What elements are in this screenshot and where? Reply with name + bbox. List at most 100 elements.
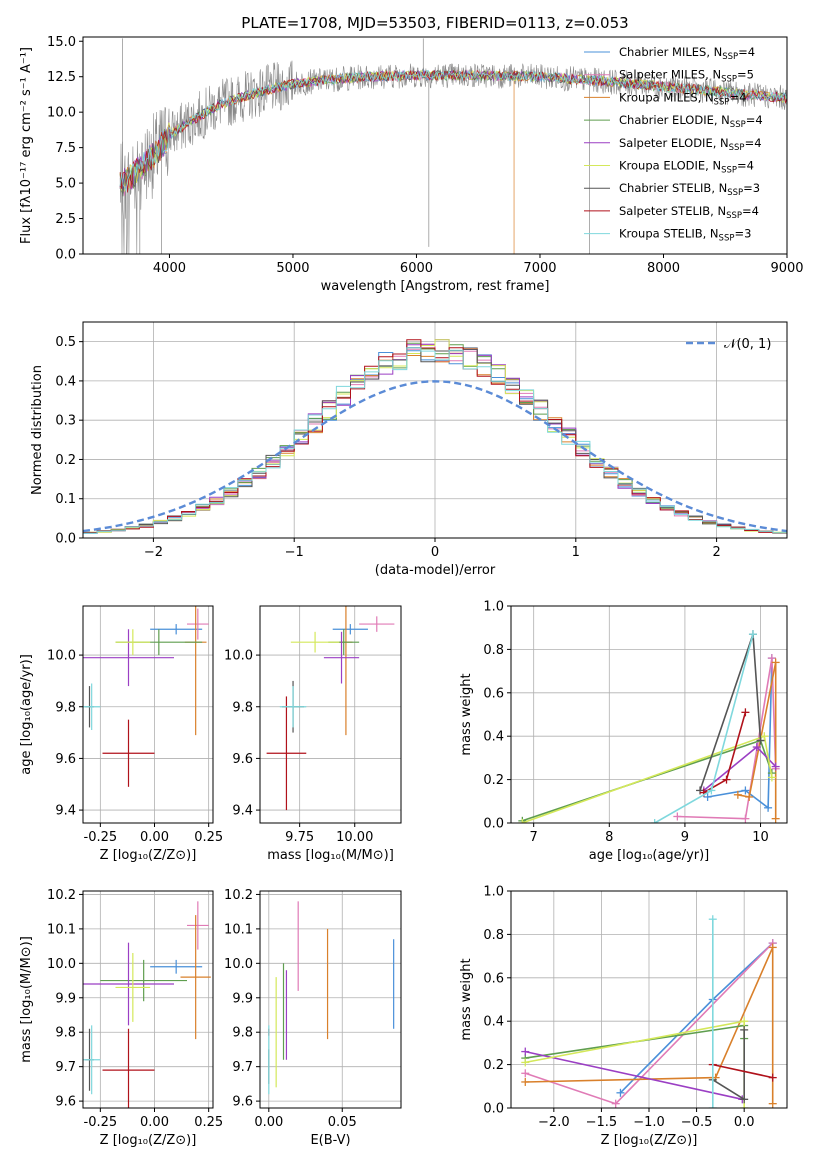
legend-entry: Salpeter STELIB, NSSP=4 [619,204,759,221]
y-tick-label: 2.5 [55,212,76,227]
x-tick-label: −2.0 [538,1115,570,1130]
y-tick-label: 10.0 [224,957,253,972]
x-tick-label: 9 [681,830,689,845]
y-tick-label: 12.5 [47,70,76,85]
legend-entry: Kroupa MILES, NSSP=4 [619,90,746,107]
y-axis-label: mass weight [459,673,474,755]
x-tick-label: 0.25 [194,1115,223,1130]
y-tick-label: 15.0 [47,35,76,50]
y-tick-label: 0.4 [55,374,76,389]
axes-frame [82,321,788,539]
axes-frame [82,605,214,824]
y-tick-label: 0.0 [55,248,76,263]
x-tick-label: 8000 [647,261,680,276]
x-tick-label: 0.25 [194,830,223,845]
plot-area [521,915,777,1108]
panel-weight_vs_age: 7 8 9 10 0.0 0.2 0.4 0.6 0.8 1.0 age [log₁₀(age/yr… [459,600,788,863]
y-axis-label: mass [log₁₀(M/M⊙)] [19,936,34,1063]
plot-area [83,339,787,538]
y-tick-label: 9.9 [55,991,76,1006]
y-tick-label: 9.7 [55,1060,76,1075]
x-tick-label: 0.00 [140,830,169,845]
y-tick-label: 10.1 [224,922,253,937]
axes-frame [82,890,214,1109]
plot-area [83,606,209,787]
x-tick-label: 0.00 [140,1115,169,1130]
y-tick-label: 10.2 [224,888,253,903]
x-tick-label: 0.0 [734,1115,755,1130]
x-axis-label: mass [log₁₀(M/M⊙)] [267,848,394,863]
y-tick-label: 0.6 [483,686,504,701]
y-axis-label: Flux [fλ10⁻¹⁷ erg cm⁻² s⁻¹ A⁻¹] [19,47,34,244]
y-tick-label: 9.8 [55,700,76,715]
y-tick-label: 0.3 [55,414,76,429]
x-tick-label: 1 [572,545,580,560]
x-tick-label: 10.00 [336,830,373,845]
y-tick-label: 9.8 [232,700,253,715]
legend: Chabrier MILES, NSSP=4 Salpeter MILES, NS… [584,45,763,244]
x-tick-label: 8 [605,830,613,845]
axes-frame [510,890,788,1109]
legend-entry: 𝒩(0, 1) [724,337,771,352]
y-tick-label: 9.6 [232,1095,253,1110]
x-tick-label: −1 [285,545,304,560]
y-tick-label: 0.4 [483,730,504,745]
legend-entry: Kroupa ELODIE, NSSP=4 [619,159,754,176]
gaussian-curve [83,380,787,533]
x-tick-label: 10 [752,830,769,845]
y-tick-label: 0.0 [55,532,76,547]
y-tick-label: 0.2 [483,773,504,788]
chart-title: PLATE=1708, MJD=53503, FIBERID=0113, z=0… [241,14,628,32]
plot-area [266,606,395,811]
y-tick-label: 9.6 [55,752,76,767]
y-tick-label: 0.8 [483,643,504,658]
model-spectrum [119,69,787,193]
weight-line [525,1050,743,1101]
legend-entry: Kroupa STELIB, NSSP=3 [619,227,751,244]
y-tick-label: 9.9 [232,991,253,1006]
legend-entry: Salpeter MILES, NSSP=5 [619,68,754,85]
x-axis-label: E(B-V) [310,1133,350,1148]
panel-mass_vs_Z: -0.25 0.00 0.25 9.6 9.7 9.8 9.9 10.0 10.1 10.2 Z [… [19,888,223,1148]
weight-line [707,658,773,810]
x-tick-label: 0.05 [328,1115,357,1130]
y-tick-label: 1.0 [483,600,504,615]
x-tick-label: 7 [530,830,538,845]
x-axis-label: Z [log₁₀(Z/Z⊙)] [601,1133,698,1148]
x-tick-label: 0 [431,545,439,560]
legend-entry: Chabrier STELIB, NSSP=3 [619,181,760,198]
y-tick-label: 9.8 [232,1026,253,1041]
y-tick-label: 5.0 [55,177,76,192]
y-tick-label: 10.1 [47,922,76,937]
y-tick-label: 9.8 [55,1026,76,1041]
panel-mass_vs_EBV: 0.00 0.05 9.6 9.7 9.8 9.9 10.0 10.1 10.2 E(B-V) [224,888,402,1148]
y-tick-label: 10.0 [224,649,253,664]
y-tick-label: 0.2 [55,453,76,468]
x-tick-label: -0.25 [84,830,118,845]
y-tick-label: 9.4 [232,804,253,819]
legend-entry: Salpeter ELODIE, NSSP=4 [619,136,762,153]
y-tick-label: 0.0 [483,817,504,832]
y-tick-label: 1.0 [483,885,504,900]
y-tick-label: 0.6 [483,971,504,986]
panel-weight_vs_Z: −2.0 −1.5 −1.0 −0.5 0.0 0.0 0.2 0.4 0.6 0.8 1.0 Z [… [459,885,788,1148]
y-tick-label: 9.4 [55,804,76,819]
plot-area [268,901,395,1095]
model-spectrum [119,69,787,192]
x-axis-label: age [log₁₀(age/yr)] [589,848,710,863]
x-tick-label: 7000 [523,261,556,276]
x-tick-label: 6000 [400,261,433,276]
residual-histogram [83,347,787,538]
y-tick-label: 0.2 [483,1058,504,1073]
y-tick-label: 0.5 [55,335,76,350]
axes-frame [510,605,788,824]
y-tick-label: 7.5 [55,141,76,156]
weight-line [737,662,777,819]
x-tick-label: −1.5 [586,1115,618,1130]
y-tick-label: 10.0 [47,106,76,121]
panel-age_vs_mass: 9.75 10.00 9.4 9.6 9.8 10.0 mass [log₁₀(M/M⊙)] [224,605,402,863]
axes-frame [82,36,788,255]
x-axis-label: wavelength [Angstrom, rest frame] [321,279,550,294]
y-tick-label: 9.6 [232,752,253,767]
panel-age_vs_Z: -0.25 0.00 0.25 9.4 9.6 9.8 10.0 Z [log₁₀(Z/Z⊙)… [19,605,223,863]
